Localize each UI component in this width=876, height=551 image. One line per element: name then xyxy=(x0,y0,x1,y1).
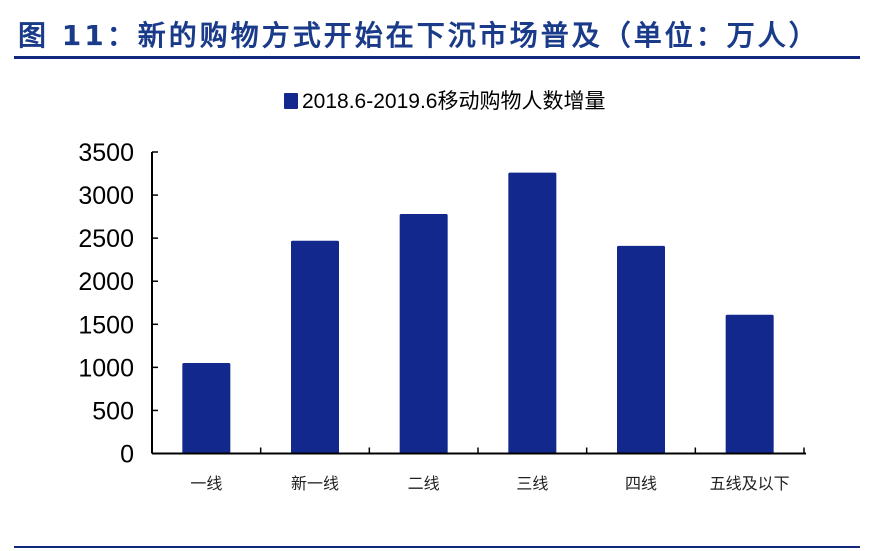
y-tick-label: 500 xyxy=(92,397,134,425)
bar-0 xyxy=(182,363,231,454)
y-tick-label: 3000 xyxy=(78,182,134,210)
x-tick-label: 一线 xyxy=(190,475,222,493)
y-tick-label: 2500 xyxy=(78,225,134,253)
bar-1 xyxy=(291,240,339,454)
x-tick-label: 三线 xyxy=(516,475,548,493)
bar-5 xyxy=(725,314,774,454)
x-tick-label: 新一线 xyxy=(291,475,339,493)
y-tick-label: 1000 xyxy=(78,354,134,382)
bar-3 xyxy=(508,172,557,454)
top-divider xyxy=(14,56,860,59)
bottom-divider xyxy=(14,546,860,548)
bar-2 xyxy=(399,214,448,454)
x-tick-label: 二线 xyxy=(408,475,440,493)
y-tick-label: 0 xyxy=(120,441,134,469)
bar-4 xyxy=(617,245,665,454)
x-tick-label: 四线 xyxy=(625,475,657,493)
y-tick-label: 2000 xyxy=(78,268,134,296)
y-tick-label: 1500 xyxy=(78,311,134,339)
legend-swatch xyxy=(284,93,298,109)
figure-title: 图 11：新的购物方式开始在下沉市场普及（单位：万人） xyxy=(18,19,820,52)
legend-label: 2018.6-2019.6移动购物人数增量 xyxy=(302,90,605,113)
x-tick-label: 五线及以下 xyxy=(710,475,790,493)
y-tick-label: 3500 xyxy=(78,139,134,167)
